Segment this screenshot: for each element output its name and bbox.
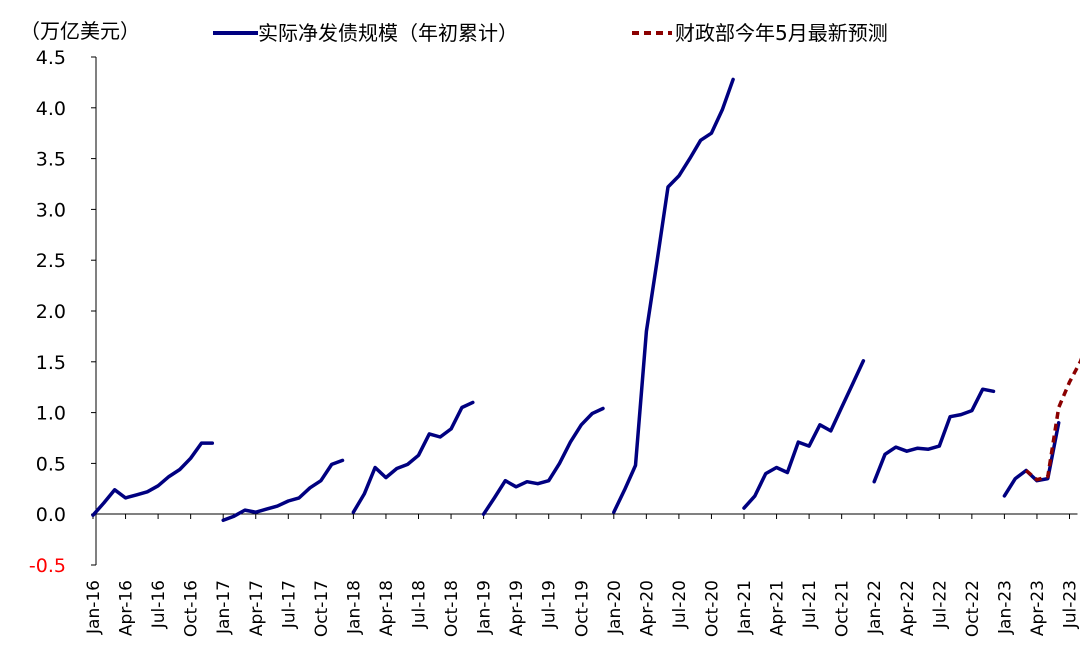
x-tick-label: Oct-19 [572, 580, 592, 637]
series-forecast [1024, 357, 1080, 482]
y-tick-label: 3.0 [36, 199, 66, 221]
y-tick-label: -0.5 [29, 555, 66, 577]
series-actual-2019 [481, 406, 605, 516]
legend-label-actual: 实际净发债规模（年初累计） [258, 21, 518, 45]
y-tick-label: 3.5 [36, 149, 66, 171]
y-tick-label: 2.5 [36, 250, 66, 272]
x-tick-label: Jul-21 [800, 580, 820, 629]
series-actual-2021 [742, 359, 866, 510]
x-tick-label: Oct-22 [963, 580, 983, 637]
y-tick-label: 2.0 [36, 301, 66, 323]
y-tick-label: 0.5 [36, 453, 66, 475]
x-tick-label: Oct-20 [702, 580, 722, 637]
series-actual-2018 [351, 400, 475, 514]
series-actual-2020 [612, 77, 735, 514]
x-tick-label: Apr-20 [637, 580, 657, 636]
y-axis: -0.5 0.0 0.5 1.0 1.5 2.0 2.5 3.0 3.5 4.0 4.5 [29, 47, 97, 577]
x-tick-label: Jan-17 [214, 580, 234, 635]
series-actual-2017 [221, 458, 345, 523]
x-tick-label: Jul-22 [930, 580, 950, 629]
x-tick-label: Apr-16 [117, 580, 137, 636]
x-tick-label: Apr-22 [898, 580, 918, 636]
legend-label-forecast: 财政部今年5月最新预测 [675, 21, 888, 45]
x-tick-label: Apr-17 [247, 580, 267, 636]
x-tick-label: Jan-23 [995, 580, 1015, 635]
x-tick-label: Jul-16 [149, 580, 169, 629]
x-tick-label: Oct-17 [312, 580, 332, 637]
series-actual-2022 [872, 387, 996, 484]
x-tick-label: Jan-22 [865, 580, 885, 635]
x-tick-label: Jul-18 [410, 580, 430, 629]
legend: 实际净发债规模（年初累计） 财政部今年5月最新预测 [213, 21, 888, 45]
x-tick-label: Jul-20 [670, 580, 690, 629]
x-tick-label: Jan-21 [735, 580, 755, 635]
x-tick-label: Apr-21 [768, 580, 788, 636]
x-axis: Jan-16 Apr-16 Jul-16 Oct-16 Jan-17 Apr-17 Jul-… [84, 513, 1080, 637]
y-tick-label: 4.5 [36, 47, 66, 69]
y-tick-label: 4.0 [36, 98, 66, 120]
x-tick-label: Oct-16 [182, 580, 202, 637]
x-tick-label: Apr-19 [507, 580, 527, 636]
unit-label: （万亿美元） [20, 19, 140, 43]
x-tick-label: Oct-21 [833, 580, 853, 637]
x-tick-label: Apr-18 [377, 580, 397, 636]
y-tick-label: 1.0 [36, 403, 66, 425]
plot-area [91, 77, 1080, 523]
x-tick-label: Jul-17 [279, 580, 299, 629]
x-tick-label: Jan-16 [84, 580, 104, 635]
x-tick-label: Jul-19 [540, 580, 560, 629]
y-tick-label: 0.0 [36, 504, 66, 526]
y-tick-label: 1.5 [36, 352, 66, 374]
x-tick-label: Jan-20 [605, 580, 625, 635]
x-tick-label: Apr-23 [1028, 580, 1048, 636]
x-tick-label: Jan-18 [344, 580, 364, 635]
x-tick-label: Oct-18 [442, 580, 462, 637]
x-tick-label: Jul-23 [1061, 580, 1080, 629]
series-actual-2023 [1002, 421, 1061, 498]
x-tick-label: Jan-19 [475, 580, 495, 635]
series-actual-2016 [91, 441, 215, 517]
